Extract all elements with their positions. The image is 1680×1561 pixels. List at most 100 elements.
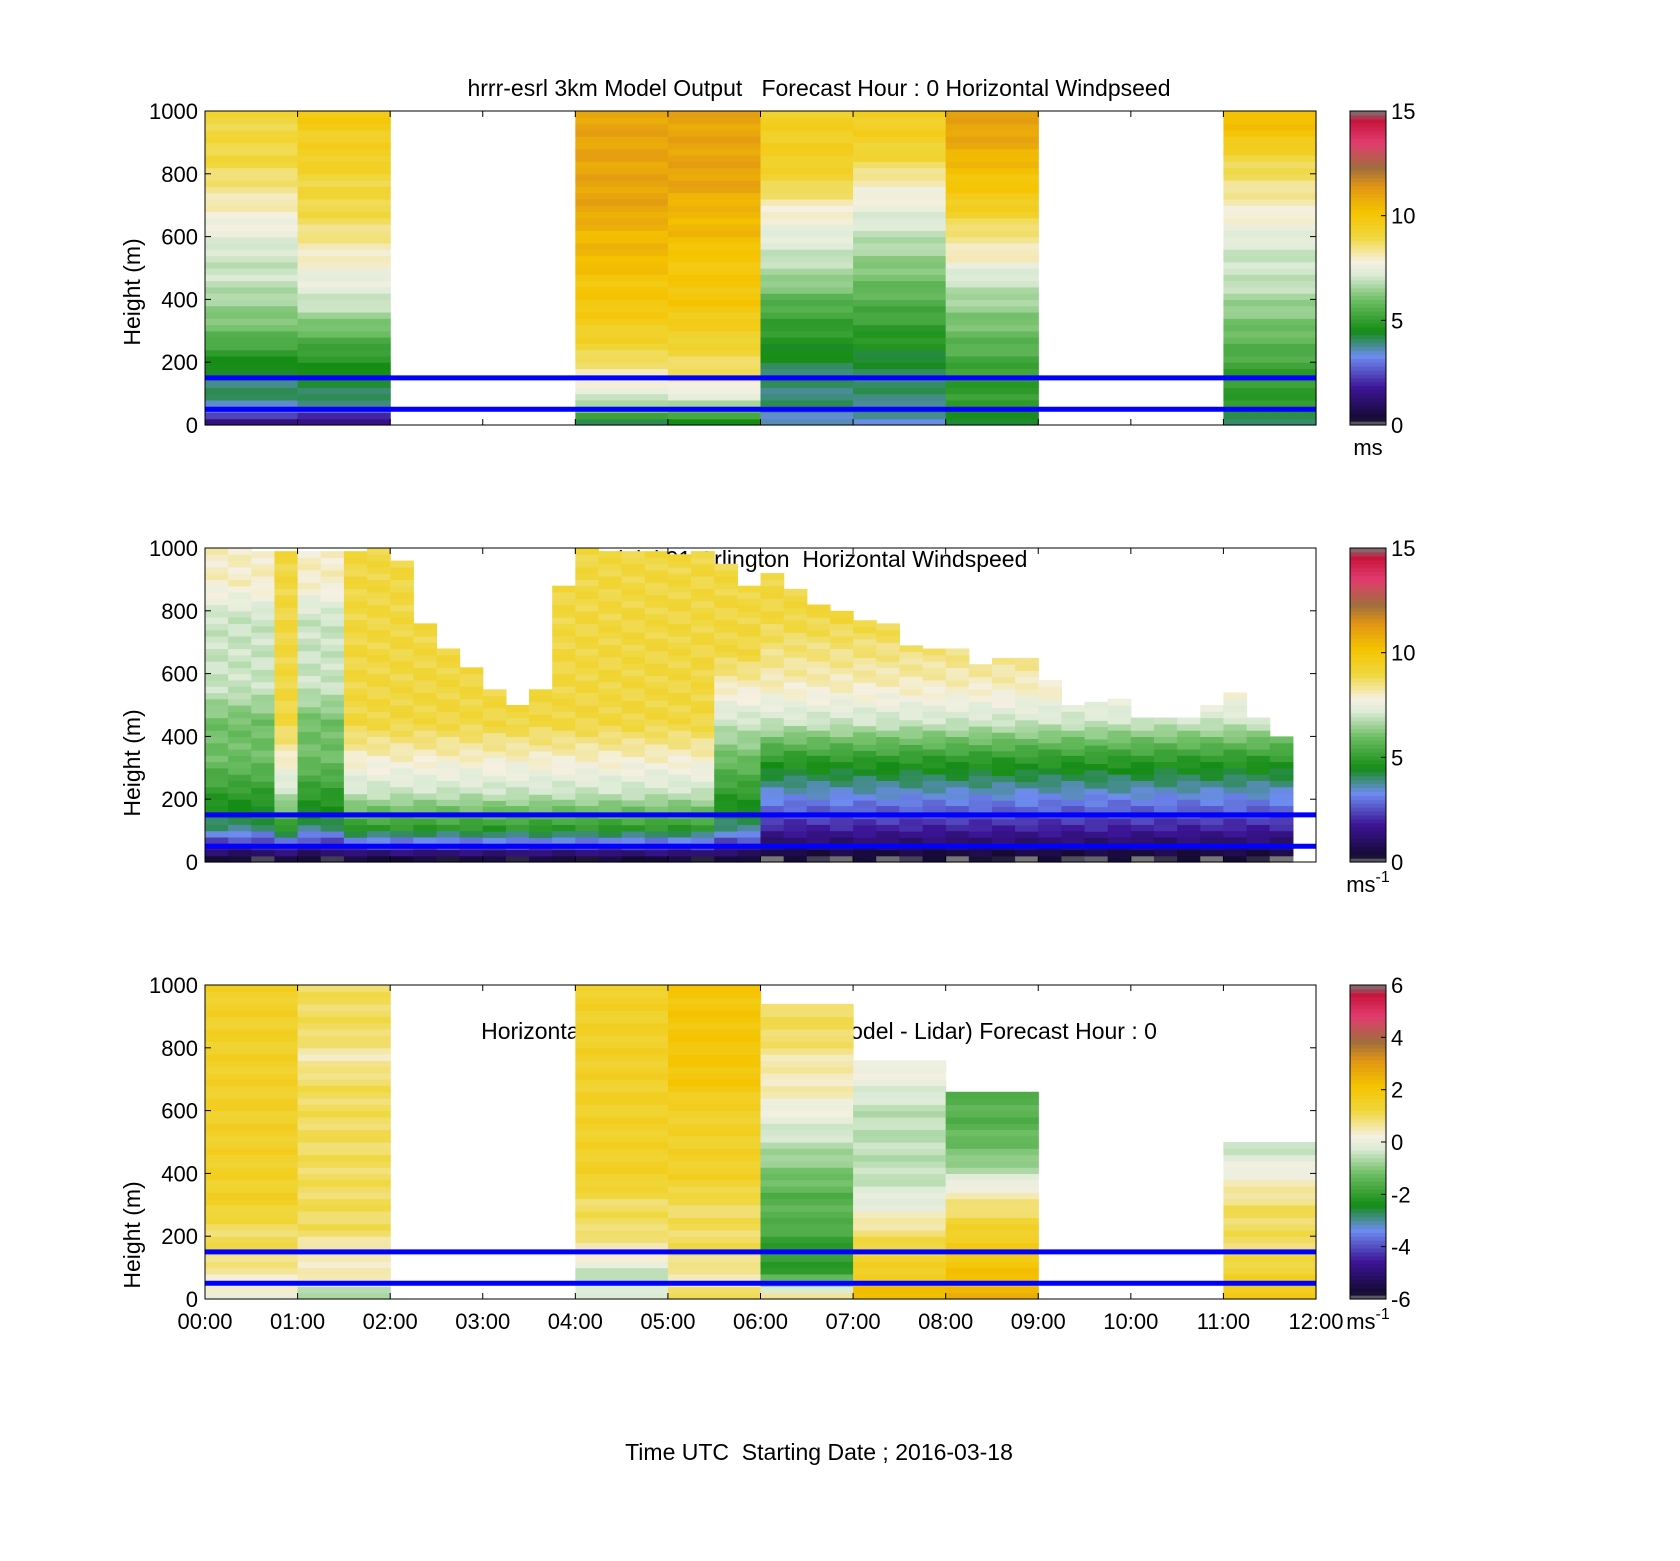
heatmap-cell: [1223, 305, 1317, 313]
heatmap-cell: [1130, 799, 1155, 807]
heatmap-cell: [853, 355, 947, 363]
colorbar-segment: [1350, 1161, 1386, 1167]
heatmap-cell: [1130, 723, 1155, 731]
heatmap-cell: [968, 775, 993, 783]
x-tick-label: 00:00: [177, 1309, 232, 1334]
heatmap-cell: [691, 551, 715, 558]
heatmap-cell: [922, 692, 947, 700]
heatmap-cell: [1177, 805, 1201, 813]
heatmap-cell: [737, 824, 762, 832]
colorbar-segment: [1350, 413, 1386, 418]
heatmap-cell: [667, 742, 692, 750]
heatmap-cell: [853, 167, 947, 175]
heatmap-cell: [806, 717, 831, 725]
heatmap-cell: [251, 607, 276, 614]
colorbar-segment: [1350, 1063, 1386, 1069]
heatmap-cell: [737, 705, 762, 712]
heatmap-cell: [1269, 849, 1294, 857]
heatmap-cell: [737, 836, 762, 844]
heatmap-cell: [482, 794, 507, 801]
heatmap-cell: [1223, 805, 1248, 813]
heatmap-cell: [1084, 769, 1109, 777]
heatmap-cell: [899, 800, 924, 807]
heatmap-cell: [575, 610, 600, 618]
heatmap-cell: [991, 688, 1016, 696]
heatmap-cell: [968, 855, 993, 863]
heatmap-cell: [621, 774, 646, 782]
heatmap-cell: [853, 349, 947, 357]
heatmap-cell: [251, 737, 276, 745]
heatmap-cell: [343, 631, 368, 639]
heatmap-cell: [853, 744, 877, 752]
heatmap-cell: [783, 681, 808, 689]
heatmap-cell: [297, 293, 391, 300]
heatmap-cell: [274, 687, 299, 695]
heatmap-cell: [760, 805, 785, 813]
heatmap-cell: [251, 700, 276, 708]
heatmap-cell: [760, 230, 854, 238]
heatmap-cell: [575, 1028, 669, 1036]
heatmap-cell: [644, 557, 669, 565]
heatmap-cell: [853, 305, 947, 313]
heatmap-cell: [945, 1242, 1039, 1250]
heatmap-cell: [552, 679, 576, 687]
heatmap-cell: [737, 818, 762, 825]
heatmap-cell: [436, 799, 461, 807]
heatmap-cell: [945, 1198, 1039, 1206]
heatmap-cell: [598, 706, 623, 714]
heatmap-cell: [274, 669, 299, 677]
heatmap-cell: [343, 725, 368, 733]
heatmap-cell: [667, 224, 762, 231]
heatmap-cell: [575, 591, 600, 599]
heatmap-cell: [945, 1167, 1039, 1174]
heatmap-cell: [714, 638, 738, 646]
heatmap-cell: [575, 1079, 669, 1087]
heatmap-cell: [1200, 836, 1225, 844]
heatmap-cell: [205, 717, 229, 725]
heatmap-cell: [598, 774, 623, 782]
heatmap-cell: [667, 1148, 762, 1156]
heatmap-cell: [205, 1098, 299, 1105]
heatmap-cell: [297, 387, 391, 395]
heatmap-cell: [667, 381, 762, 388]
heatmap-cell: [1084, 794, 1109, 802]
heatmap-cell: [205, 205, 299, 213]
heatmap-cell: [1107, 717, 1132, 725]
heatmap-cell: [1269, 786, 1294, 794]
heatmap-cell: [274, 569, 299, 577]
heatmap-cell: [251, 793, 276, 801]
heatmap-cell: [205, 129, 299, 137]
heatmap-cell: [922, 686, 947, 694]
heatmap-cell: [482, 707, 507, 715]
heatmap-cell: [737, 780, 762, 788]
heatmap-cell: [552, 780, 576, 788]
colorbar-segment: [1350, 548, 1386, 553]
heatmap-cell: [760, 635, 785, 643]
heatmap-cell: [968, 738, 993, 746]
heatmap-cell: [413, 836, 438, 844]
heatmap-cell: [436, 705, 461, 712]
heatmap-cell: [853, 261, 947, 269]
heatmap-cell: [343, 582, 368, 590]
heatmap-cell: [367, 642, 391, 650]
heatmap-cell: [205, 780, 229, 788]
heatmap-cell: [274, 849, 299, 857]
heatmap-cell: [968, 744, 993, 752]
heatmap-cell: [390, 736, 414, 744]
heatmap-cell: [667, 1142, 762, 1149]
heatmap-cell: [737, 748, 762, 756]
heatmap-cell: [1107, 799, 1132, 807]
x-tick-label: 08:00: [918, 1309, 973, 1334]
heatmap-cell: [968, 837, 993, 845]
heatmap-cell: [806, 805, 831, 813]
heatmap-cell: [991, 800, 1016, 807]
heatmap-cell: [644, 824, 669, 832]
heatmap-cell: [575, 997, 669, 1005]
heatmap-cell: [922, 755, 947, 763]
heatmap-cell: [899, 670, 924, 677]
heatmap-cell: [991, 738, 1016, 746]
heatmap-cell: [1038, 855, 1062, 863]
heatmap-cell: [783, 806, 808, 813]
heatmap-cell: [1223, 723, 1248, 731]
colorbar-segment: [1350, 653, 1386, 659]
